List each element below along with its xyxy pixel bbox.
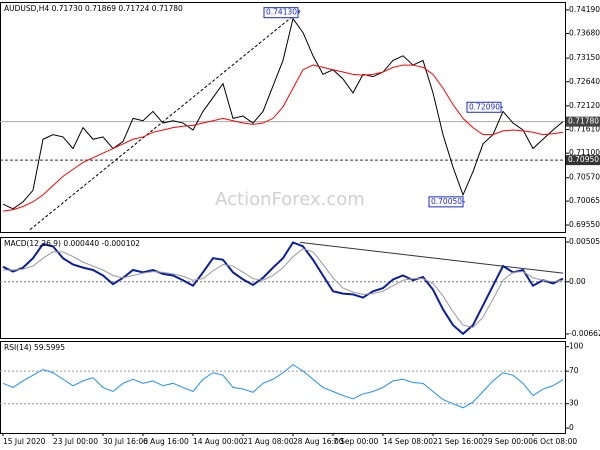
panel-frame xyxy=(0,341,566,434)
y-tick-label: 0.70570 xyxy=(569,173,600,182)
series-line xyxy=(2,17,564,210)
x-tick-label: 23 Jul 00:00 xyxy=(53,437,98,446)
level-label: 0.70950 xyxy=(568,155,599,164)
panel-title: MACD(12,26,9) 0.000440 -0.000102 xyxy=(4,239,140,248)
y-tick-label: 0.71100 xyxy=(569,148,600,157)
series-line xyxy=(3,248,564,329)
annotation-box xyxy=(428,196,464,208)
trendline xyxy=(29,9,301,231)
annotation-label: 0.70050 xyxy=(431,197,462,206)
y-tick-label: 0.005052 xyxy=(569,237,600,246)
x-tick-label: 30 Jul 16:00 xyxy=(103,437,148,446)
y-tick-label: 0 xyxy=(569,423,574,432)
x-tick-label: 15 Jul 2020 xyxy=(3,437,46,446)
x-tick-label: 21 Sep 16:00 xyxy=(433,437,483,446)
y-tick-label: 70 xyxy=(569,366,579,375)
x-tick-label: 6 Oct 08:00 xyxy=(533,437,577,446)
y-tick-label: 0.70065 xyxy=(569,196,600,205)
panel-frame xyxy=(0,2,566,233)
series-line xyxy=(2,363,564,409)
watermark: ActionForex.com xyxy=(215,189,365,210)
y-tick-label: 0.00 xyxy=(569,277,586,286)
y-tick-label: 0.72120 xyxy=(569,101,600,110)
x-tick-label: 29 Sep 00:00 xyxy=(483,437,533,446)
annotation-label: 0.72090 xyxy=(469,102,500,111)
panel-title: AUDUSD,H4 0.71730 0.71869 0.71724 0.7178… xyxy=(4,4,183,13)
series-line xyxy=(2,241,564,336)
annotation-box xyxy=(466,101,502,113)
y-tick-label: 0.71610 xyxy=(569,125,600,134)
y-tick-label: 30 xyxy=(569,399,579,408)
x-tick-label: 6 Aug 16:00 xyxy=(143,437,189,446)
annotation-label: 0.74130 xyxy=(266,8,297,17)
level-box xyxy=(566,155,600,166)
trendline xyxy=(299,241,564,274)
x-tick-label: 7 Sep 00:00 xyxy=(333,437,379,446)
y-tick-label: -0.006629 xyxy=(569,329,600,338)
panel-frame xyxy=(0,237,566,339)
x-tick-label: 14 Sep 08:00 xyxy=(383,437,433,446)
current-price-label: 0.71780 xyxy=(568,117,599,126)
panel-title: RSI(14) 59.5995 xyxy=(4,343,65,352)
y-tick-label: 0.73150 xyxy=(569,53,600,62)
y-tick-label: 100 xyxy=(569,342,584,351)
x-tick-label: 21 Aug 08:00 xyxy=(243,437,294,446)
y-tick-label: 0.72640 xyxy=(569,77,600,86)
x-tick-label: 28 Aug 16:00 xyxy=(293,437,344,446)
annotation-box xyxy=(263,7,299,19)
series-line xyxy=(2,64,564,212)
x-tick-label: 14 Aug 00:00 xyxy=(193,437,244,446)
y-tick-label: 0.69550 xyxy=(569,220,600,229)
current-price-box xyxy=(566,116,600,127)
y-tick-label: 0.74190 xyxy=(569,5,600,14)
y-tick-label: 0.73680 xyxy=(569,29,600,38)
